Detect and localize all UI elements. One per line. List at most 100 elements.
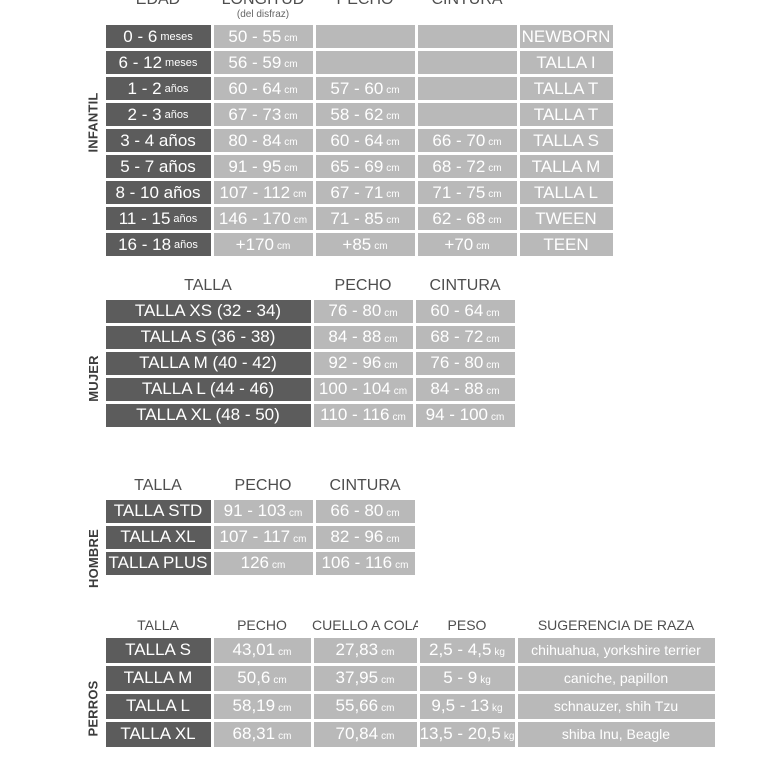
measurement-cell: 55,66 cm bbox=[313, 693, 417, 719]
column-header-label: CINTURA bbox=[431, 0, 502, 8]
measurement-cell: 60 - 64 cm bbox=[213, 77, 313, 101]
measurement-cell bbox=[417, 77, 517, 101]
measurement-cell: 146 - 170 cm bbox=[213, 207, 313, 231]
measurement-cell: 110 - 116 cm bbox=[313, 403, 413, 427]
cell-unit: cm bbox=[392, 411, 406, 423]
cell-value: 94 - 100 bbox=[425, 405, 489, 425]
measurement-cell: 71 - 75 cm bbox=[417, 181, 517, 205]
size-label-cell: 8 - 10 años bbox=[105, 181, 211, 205]
cell-unit: cm bbox=[384, 307, 398, 319]
cell-unit: cm bbox=[284, 111, 298, 123]
cell-value: TALLA XL (48 - 50) bbox=[136, 405, 280, 425]
side-label-hombre: HOMBRE bbox=[82, 506, 104, 611]
cell-value: TALLA S (36 - 38) bbox=[140, 327, 276, 347]
cell-unit: cm bbox=[488, 215, 502, 227]
cell-value: 1 - 2 bbox=[127, 78, 162, 98]
measurement-cell: 60 - 64 cm bbox=[315, 129, 415, 153]
measurement-cell: NEWBORN bbox=[519, 25, 613, 49]
column-header-label: SUGERENCIA DE RAZA bbox=[537, 618, 695, 633]
cell-unit: años bbox=[164, 82, 189, 95]
cell-value: 43,01 bbox=[232, 640, 276, 660]
cell-value: chihuahua, yorkshire terrier bbox=[531, 642, 701, 659]
measurement-cell: 50 - 55 cm bbox=[213, 25, 313, 49]
cell-unit: cm bbox=[284, 85, 298, 97]
cell-value: 107 - 117 bbox=[219, 527, 291, 547]
measurement-cell: 66 - 80 cm bbox=[315, 499, 415, 523]
measurement-cell: TALLA M bbox=[519, 155, 613, 179]
cell-unit: cm bbox=[381, 646, 395, 658]
cell-value: 2 - 3 bbox=[127, 104, 162, 124]
cell-value: 68 - 72 bbox=[430, 327, 484, 347]
column-header-label: TALLA bbox=[134, 478, 182, 494]
size-label-cell: TALLA XS (32 - 34) bbox=[105, 299, 311, 323]
measurement-cell: TEEN bbox=[519, 233, 613, 257]
cell-unit: cm bbox=[276, 241, 291, 253]
measurement-cell: TWEEN bbox=[519, 207, 613, 231]
column-header: PECHO bbox=[212, 618, 312, 638]
column-header-label: PECHO bbox=[234, 478, 292, 494]
cell-value: 84 - 88 bbox=[430, 379, 484, 399]
cell-unit: cm bbox=[386, 163, 400, 175]
cell-unit: cm bbox=[486, 333, 500, 345]
side-label-text: INFANTIL bbox=[85, 91, 101, 153]
measurement-cell: 66 - 70 cm bbox=[417, 129, 517, 153]
cell-unit: kg bbox=[494, 646, 505, 658]
cell-unit: cm bbox=[293, 533, 307, 545]
measurement-cell bbox=[417, 51, 517, 75]
cell-unit: años bbox=[164, 108, 189, 121]
cell-value: 100 - 104 bbox=[318, 379, 391, 399]
cell-value: 92 - 96 bbox=[328, 353, 382, 373]
cell-value: 5 - 9 bbox=[443, 668, 478, 688]
cell-value: TALLA S bbox=[125, 640, 191, 660]
cell-value: 68 - 72 bbox=[432, 156, 486, 176]
cell-value: 13,5 - 20,5 bbox=[419, 724, 501, 744]
measurement-cell: TALLA I bbox=[519, 51, 613, 75]
measurement-cell: chihuahua, yorkshire terrier bbox=[517, 637, 715, 663]
measurement-cell: 65 - 69 cm bbox=[315, 155, 415, 179]
measurement-cell: caniche, papillon bbox=[517, 665, 715, 691]
measurement-cell: 107 - 117 cm bbox=[213, 525, 313, 549]
measurement-cell: 92 - 96 cm bbox=[313, 351, 413, 375]
size-label-cell: TALLA XL (48 - 50) bbox=[105, 403, 311, 427]
cell-unit: kg bbox=[503, 730, 515, 742]
measurement-cell: 67 - 71 cm bbox=[315, 181, 415, 205]
column-header: CINTURA bbox=[416, 0, 518, 25]
size-label-cell: 16 - 18 años bbox=[105, 233, 211, 257]
cell-value: TALLA T bbox=[533, 78, 599, 98]
cell-unit: cm bbox=[293, 189, 307, 201]
cell-unit: cm bbox=[486, 385, 500, 397]
column-header: PESO bbox=[418, 618, 516, 638]
column-header: PECHO bbox=[314, 0, 416, 25]
cell-value: +85 bbox=[342, 234, 372, 254]
cell-value: TALLA M (40 - 42) bbox=[139, 353, 277, 373]
cell-value: 57 - 60 bbox=[330, 78, 384, 98]
cell-value: 76 - 80 bbox=[430, 353, 484, 373]
measurement-cell: 84 - 88 cm bbox=[415, 377, 515, 401]
measurement-cell: 60 - 64 cm bbox=[415, 299, 515, 323]
side-label-text: HOMBRE bbox=[85, 529, 101, 588]
measurement-cell: 84 - 88 cm bbox=[313, 325, 413, 349]
cell-value: 71 - 75 bbox=[432, 182, 486, 202]
measurement-cell: 5 - 9 kg bbox=[419, 665, 515, 691]
cell-unit: meses bbox=[160, 30, 193, 43]
cell-unit: cm bbox=[384, 359, 398, 371]
column-header: TALLA bbox=[104, 278, 312, 300]
size-label-cell: 3 - 4 años bbox=[105, 129, 211, 153]
column-header-label: LONGITUD bbox=[222, 0, 305, 8]
cell-unit: cm bbox=[491, 411, 505, 423]
measurement-cell: 76 - 80 cm bbox=[313, 299, 413, 323]
cell-value: TALLA L (44 - 46) bbox=[141, 379, 275, 399]
measurement-cell: 94 - 100 cm bbox=[415, 403, 515, 427]
measurement-cell: 68,31 cm bbox=[213, 721, 311, 747]
cell-unit: cm bbox=[386, 189, 400, 201]
column-header: SUGERENCIA DE RAZA bbox=[516, 618, 716, 638]
cell-value: 11 - 15 bbox=[118, 208, 171, 228]
measurement-cell bbox=[417, 103, 517, 127]
cell-value: 71 - 85 bbox=[330, 208, 384, 228]
cell-value: TALLA XS (32 - 34) bbox=[134, 301, 282, 321]
measurement-cell: 57 - 60 cm bbox=[315, 77, 415, 101]
column-header-label: EDAD bbox=[136, 0, 180, 8]
table-grid-infantil: EDAD LONGITUD(del disfraz) PECHO CINTURA 0 -… bbox=[104, 0, 614, 259]
column-header: TALLA bbox=[104, 478, 212, 500]
size-label-cell: 5 - 7 años bbox=[105, 155, 211, 179]
